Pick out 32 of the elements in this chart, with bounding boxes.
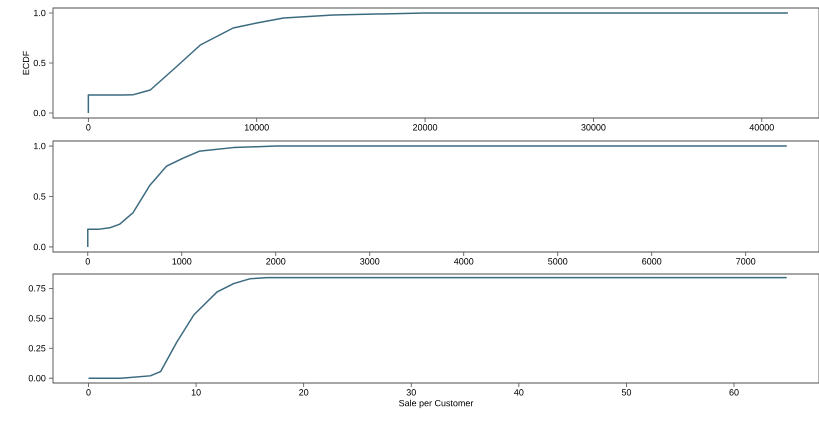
- x-tick-label: 50: [622, 389, 632, 396]
- x-tick-label: 10000: [244, 124, 269, 131]
- x-tick-label: 30000: [581, 124, 606, 131]
- x-tick-label: 10: [192, 389, 201, 396]
- y-tick-label: 0.75: [28, 285, 46, 292]
- x-tick-label: 0: [86, 124, 90, 131]
- x-tick-label: 7000: [736, 258, 756, 265]
- x-tick-label: 30: [406, 389, 416, 396]
- x-tick-label: 5000: [548, 258, 568, 265]
- x-tick-label: 0: [86, 389, 91, 396]
- y-tick-label: 0.0: [34, 110, 46, 116]
- x-tick-label: 1000: [172, 258, 192, 265]
- y-tick-label: 0.5: [34, 60, 46, 66]
- y-tick-label: 0.5: [34, 193, 46, 200]
- x-tick-label: 20: [299, 389, 308, 396]
- x-axis-title: Sale per Customer: [399, 400, 474, 408]
- y-axis-title: ECDF: [22, 51, 30, 74]
- y-tick-label: 0.0: [34, 244, 46, 250]
- x-tick-label: 40: [514, 389, 524, 396]
- x-tick-label: 2000: [266, 258, 286, 265]
- y-tick-label: 1.0: [34, 10, 46, 16]
- x-tick-label: 4000: [454, 258, 474, 265]
- x-tick-label: 6000: [642, 258, 662, 265]
- x-tick-label: 0: [86, 258, 90, 265]
- y-tick-label: 0.25: [28, 345, 46, 352]
- x-tick-label: 3000: [360, 258, 380, 265]
- y-tick-label: 0.50: [28, 315, 46, 322]
- y-tick-label: 0.00: [28, 375, 46, 382]
- x-tick-label: 20000: [413, 124, 438, 131]
- x-tick-label: 60: [729, 389, 739, 396]
- x-tick-label: 40000: [750, 124, 774, 131]
- y-tick-label: 1.0: [34, 142, 46, 150]
